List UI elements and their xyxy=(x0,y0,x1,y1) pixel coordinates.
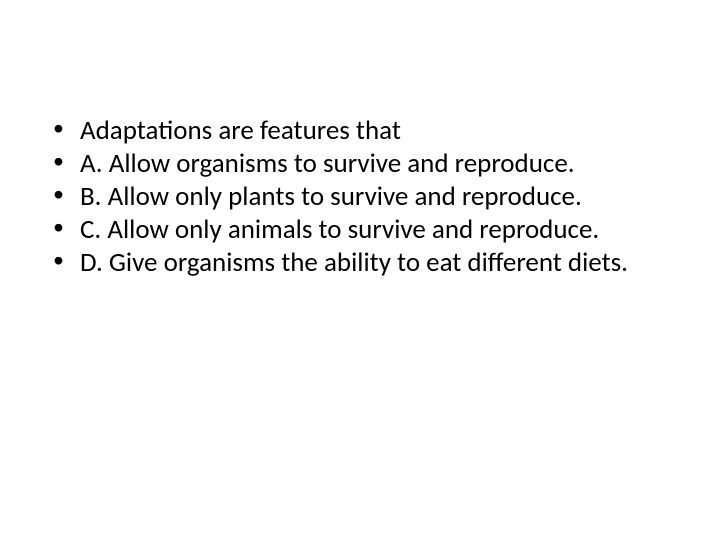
list-item-text: C. Allow only animals to survive and rep… xyxy=(80,213,599,246)
list-item: Adaptations are features that xyxy=(45,115,665,148)
list-item: C. Allow only animals to survive and rep… xyxy=(45,214,665,247)
list-item: D. Give organisms the ability to eat dif… xyxy=(45,247,665,280)
list-item: B. Allow only plants to survive and repr… xyxy=(45,181,665,214)
list-item-text: B. Allow only plants to survive and repr… xyxy=(80,180,582,213)
list-item-text: Adaptations are features that xyxy=(80,114,401,147)
slide-bullet-list: Adaptations are features that A. Allow o… xyxy=(45,115,665,280)
list-item: A. Allow organisms to survive and reprod… xyxy=(45,148,665,181)
list-item-text: A. Allow organisms to survive and reprod… xyxy=(80,147,575,180)
list-item-text: D. Give organisms the ability to eat dif… xyxy=(80,246,628,279)
